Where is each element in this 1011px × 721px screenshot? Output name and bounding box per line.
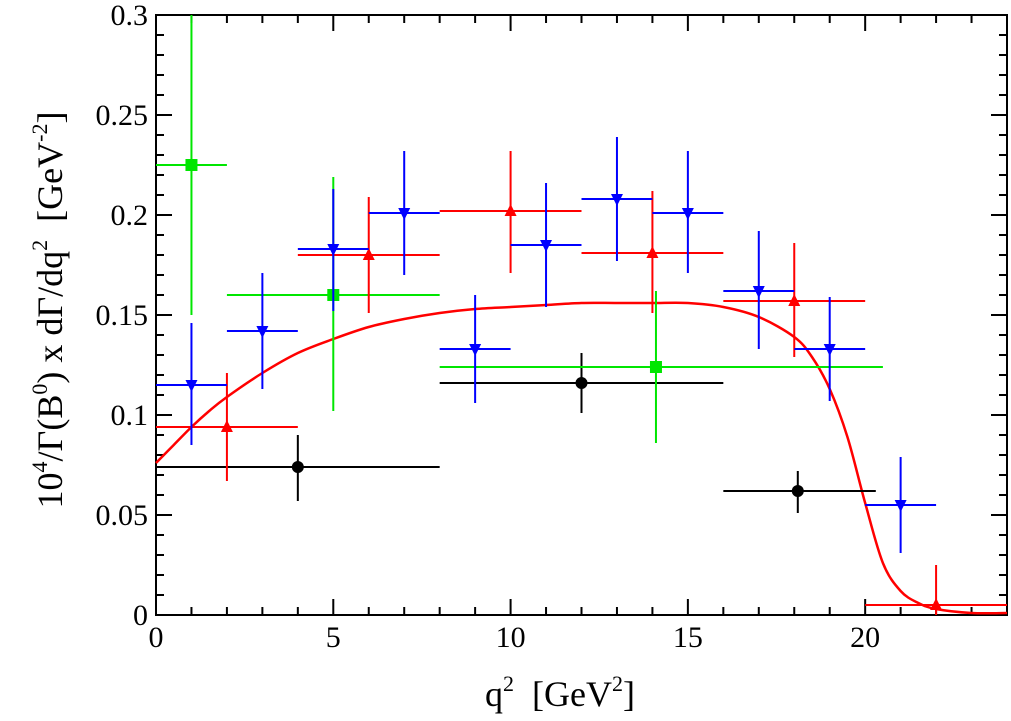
series-green-squares	[156, 15, 883, 443]
x-tick-label: 10	[496, 621, 526, 654]
y-tick-label: 0.25	[96, 99, 149, 132]
data-point	[788, 294, 801, 306]
data-point	[256, 326, 269, 338]
y-axis-title: 104/Γ(B0) x dΓ/dq2 [GeV-2]	[27, 112, 70, 509]
y-tick-label: 0	[133, 599, 148, 632]
data-point	[327, 244, 340, 256]
data-point	[791, 485, 804, 497]
data-point	[469, 344, 482, 356]
data-point	[646, 246, 659, 258]
data-point	[610, 194, 623, 206]
series-black-circles	[156, 353, 876, 513]
x-tick-label: 15	[673, 621, 703, 654]
data-point	[540, 240, 553, 252]
data-point	[930, 598, 943, 610]
data-point	[398, 208, 411, 220]
x-tick-label: 0	[149, 621, 164, 654]
y-tick-label: 0.15	[96, 299, 149, 332]
data-point	[185, 380, 198, 392]
x-tick-label: 20	[850, 621, 880, 654]
y-tick-label: 0.05	[96, 499, 149, 532]
plot-frame	[155, 14, 1008, 616]
y-tick-label: 0.3	[111, 0, 149, 32]
data-point	[575, 377, 588, 389]
curve-layer	[155, 301, 1008, 615]
fit-curve	[155, 301, 1008, 615]
axis-ticks: 0 5 10 15 20 0 0.05 0.1 0.15 0.2 0.25 0.3	[96, 0, 1008, 654]
x-axis-title: q2 [GeV2]	[485, 671, 635, 714]
x-tick-label: 5	[326, 621, 341, 654]
data-point	[362, 248, 375, 260]
y-tick-label: 0.1	[111, 399, 149, 432]
data-point	[185, 159, 198, 171]
data-point	[752, 286, 765, 298]
data-point	[681, 208, 694, 220]
y-tick-label: 0.2	[111, 199, 149, 232]
data-point	[504, 204, 517, 216]
series-red-triangles	[156, 151, 1007, 615]
series-blue-triangles	[156, 137, 937, 553]
data-point	[291, 461, 304, 473]
data-points-layer	[156, 15, 1007, 615]
data-point	[220, 420, 233, 432]
data-point	[894, 500, 907, 512]
data-point	[823, 344, 836, 356]
data-point	[649, 361, 662, 373]
